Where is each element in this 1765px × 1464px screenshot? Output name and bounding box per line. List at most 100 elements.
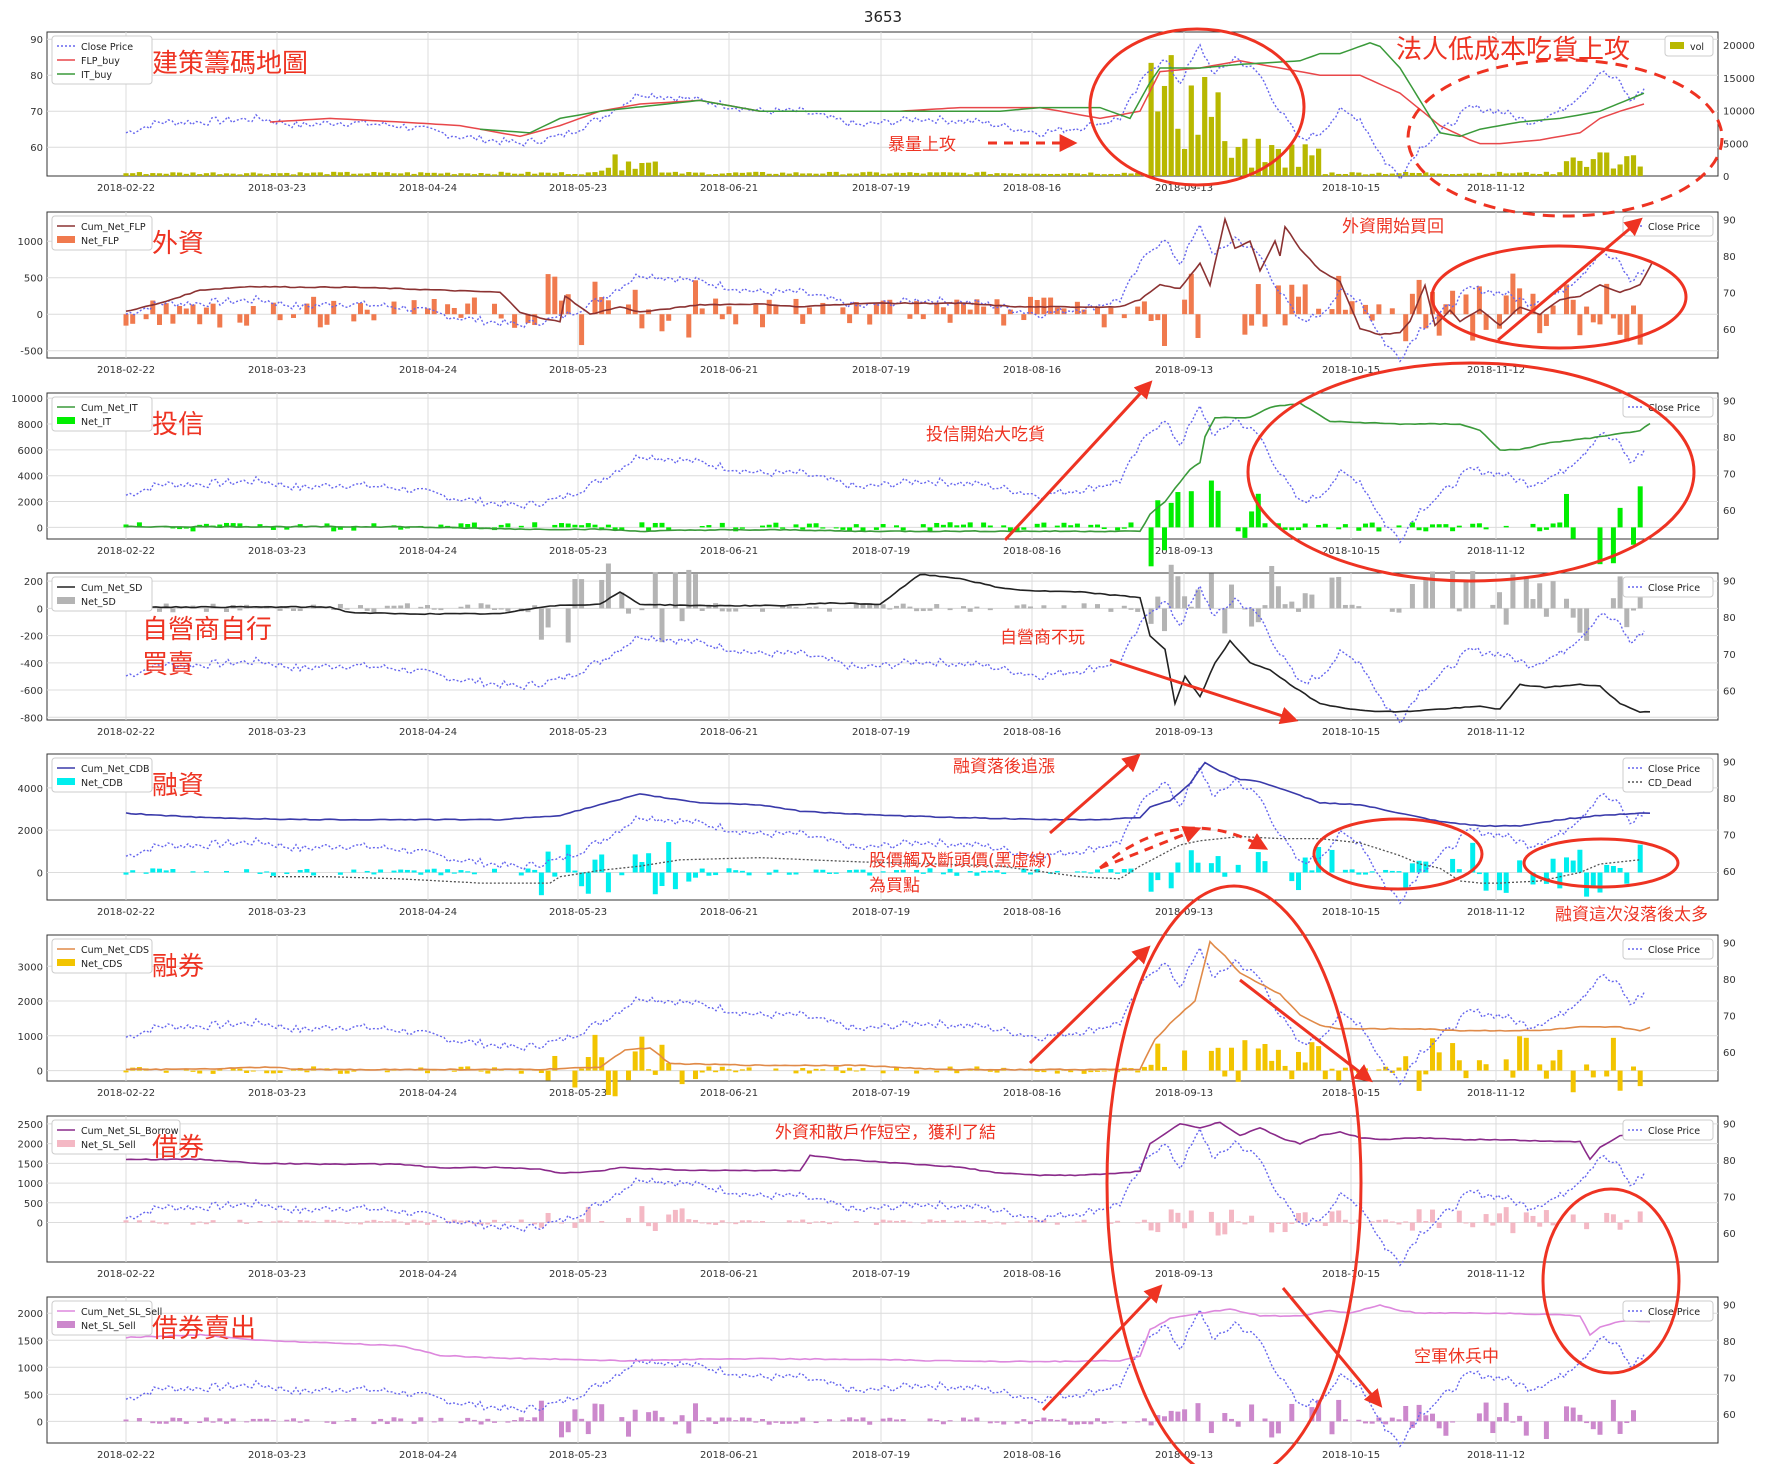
net-bar — [1342, 524, 1348, 528]
vol-bar — [1081, 174, 1087, 176]
net-bar — [599, 1404, 605, 1422]
net-bar — [1034, 523, 1040, 528]
net-bar — [592, 524, 598, 528]
net-bar — [1081, 871, 1087, 873]
net-bar — [1168, 564, 1174, 609]
legend-frame — [51, 396, 153, 432]
net-bar — [920, 524, 926, 528]
net-bar — [559, 1222, 564, 1224]
legend-label: Net_SD — [81, 597, 116, 608]
net-bar — [331, 1220, 337, 1223]
vol-bar — [679, 173, 685, 176]
net-bar — [518, 1417, 524, 1422]
net-bar — [431, 1421, 437, 1423]
net-bar — [1584, 1064, 1590, 1071]
net-bar — [1409, 1421, 1415, 1428]
net-bar — [672, 872, 678, 890]
panel-annotation: 借券賣出 — [152, 1314, 256, 1344]
net-bar — [1342, 1419, 1348, 1422]
vol-bar — [378, 172, 384, 176]
net-bar — [907, 1221, 913, 1223]
net-bar — [545, 274, 551, 315]
net-bar — [1215, 856, 1221, 873]
net-bar — [438, 1417, 444, 1422]
vol-bar — [786, 173, 792, 176]
net-bar — [331, 1421, 337, 1425]
net-bar — [224, 1421, 229, 1424]
vol-bar — [954, 172, 960, 176]
net-bar — [894, 1220, 899, 1223]
vol-bar — [552, 173, 558, 176]
net-bar — [1088, 1070, 1094, 1073]
vol-bar — [1242, 138, 1248, 176]
net-bar — [1530, 599, 1536, 609]
net-bar — [136, 522, 142, 528]
net-bar — [719, 608, 725, 612]
net-bar — [894, 605, 899, 609]
vol-bar — [585, 172, 591, 176]
net-bar — [1041, 1417, 1047, 1422]
net-bar — [585, 872, 591, 894]
net-bar — [847, 1067, 853, 1071]
vol-bar — [826, 171, 833, 176]
net-bar — [471, 872, 477, 875]
net-bar — [666, 314, 672, 321]
net-bar — [197, 1070, 203, 1074]
net-bar — [739, 1069, 745, 1071]
net-bar — [364, 1220, 370, 1223]
net-bar — [1128, 868, 1134, 873]
net-bar — [1296, 872, 1301, 891]
annotation-text: 融資這次沒落後太多 — [1555, 905, 1708, 925]
y2-tick-label: 60 — [1723, 1048, 1736, 1059]
legend-frame — [51, 576, 153, 612]
net-bar — [311, 1221, 317, 1223]
net-bar — [358, 1222, 363, 1225]
net-bar — [626, 1421, 631, 1437]
net-bar — [894, 1419, 899, 1422]
net-bar — [786, 872, 792, 875]
annotation-arrow — [1049, 753, 1141, 835]
net-bar — [565, 1421, 571, 1433]
net-bar — [1584, 1421, 1590, 1424]
net-bar — [920, 1222, 926, 1224]
vol-bar — [277, 173, 283, 176]
net-bar — [1242, 314, 1248, 335]
panel-annotation: 融券 — [152, 952, 204, 982]
net-bar — [934, 1070, 940, 1073]
net-bar — [344, 1070, 350, 1074]
net-bar — [532, 1222, 538, 1225]
net-bar — [1637, 1211, 1643, 1223]
net-bar — [699, 308, 705, 315]
net-bar — [1577, 1414, 1583, 1422]
vol-bar — [311, 172, 317, 176]
legend-label: Cum_Net_IT — [81, 403, 138, 414]
net-bar — [813, 523, 819, 528]
net-bar — [666, 527, 672, 530]
net-bar — [1550, 305, 1556, 315]
net-bar — [1148, 872, 1154, 892]
net-bar — [1182, 299, 1188, 315]
net-bar — [1108, 1421, 1114, 1423]
net-bar — [1356, 606, 1362, 609]
net-bar — [1450, 290, 1456, 315]
net-bar — [1396, 608, 1402, 613]
x-tick-label: 2018-09-13 — [1155, 907, 1213, 918]
net-bar — [1396, 871, 1402, 873]
net-bar — [170, 608, 176, 613]
net-bar — [1403, 872, 1409, 889]
net-bar — [1336, 275, 1342, 315]
vol-bar — [177, 172, 183, 176]
net-bar — [1242, 608, 1248, 610]
net-bar — [565, 523, 571, 528]
vol-bar — [1329, 172, 1335, 176]
net-bar — [686, 1421, 692, 1434]
net-bar — [1168, 1410, 1174, 1422]
vol-bar — [1362, 174, 1369, 176]
close-price-line — [125, 765, 1645, 905]
net-bar — [1275, 1421, 1281, 1434]
vol-bar — [940, 172, 946, 176]
net-bar — [1376, 304, 1382, 315]
net-bar — [237, 523, 243, 528]
net-bar — [599, 1057, 605, 1071]
